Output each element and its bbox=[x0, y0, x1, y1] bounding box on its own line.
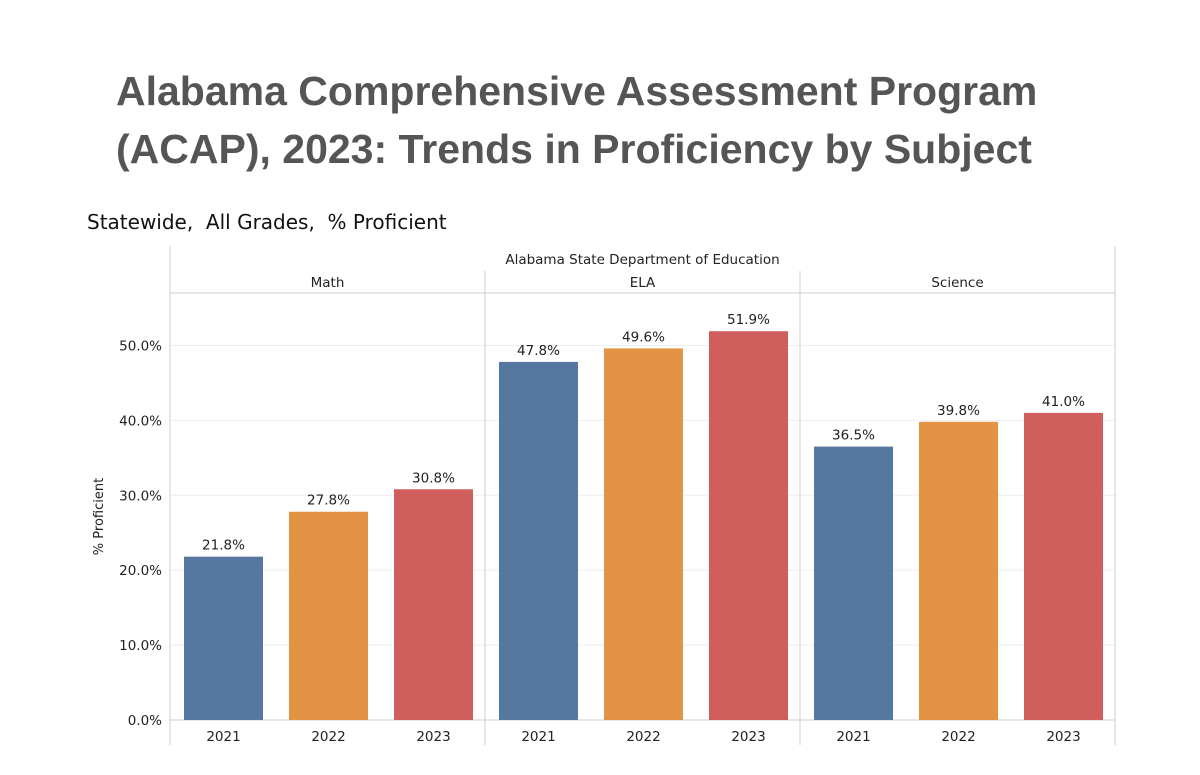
x-tick-label: 2022 bbox=[941, 729, 975, 745]
panel-header-ela: ELA bbox=[630, 275, 656, 291]
panel-header-science: Science bbox=[931, 275, 983, 291]
x-tick-label: 2022 bbox=[311, 729, 345, 745]
x-tick-label: 2021 bbox=[206, 729, 240, 745]
bar-science-2023 bbox=[1024, 412, 1103, 720]
data-label: 30.8% bbox=[412, 470, 455, 486]
page-title-line-1: Alabama Comprehensive Assessment Program bbox=[116, 68, 1038, 114]
bar-math-2023 bbox=[394, 489, 473, 720]
x-tick-label: 2021 bbox=[521, 729, 555, 745]
bar-science-2021 bbox=[814, 446, 893, 720]
x-tick-label: 2023 bbox=[416, 729, 450, 745]
page-title-line-2: (ACAP), 2023: Trends in Proficiency by S… bbox=[116, 126, 1032, 172]
data-label: 49.6% bbox=[622, 329, 665, 345]
data-label: 27.8% bbox=[307, 493, 350, 509]
bar-ela-2021 bbox=[499, 361, 578, 720]
data-label: 36.5% bbox=[832, 428, 875, 444]
bar-science-2022 bbox=[919, 421, 998, 720]
bar-ela-2023 bbox=[709, 331, 788, 720]
y-tick-label: 30.0% bbox=[119, 488, 162, 504]
y-axis-label: % Proficient bbox=[92, 478, 107, 555]
data-label: 21.8% bbox=[202, 538, 245, 554]
y-tick-label: 50.0% bbox=[119, 338, 162, 354]
x-tick-label: 2023 bbox=[731, 729, 765, 745]
bar-math-2022 bbox=[289, 511, 368, 720]
y-tick-label: 10.0% bbox=[119, 638, 162, 654]
x-tick-label: 2023 bbox=[1046, 729, 1080, 745]
data-label: 41.0% bbox=[1042, 394, 1085, 410]
data-label: 47.8% bbox=[517, 343, 560, 359]
chart-title: Alabama State Department of Education bbox=[505, 252, 779, 268]
y-tick-label: 0.0% bbox=[128, 713, 162, 729]
x-tick-label: 2022 bbox=[626, 729, 660, 745]
bar-math-2021 bbox=[184, 556, 263, 720]
y-tick-label: 40.0% bbox=[119, 413, 162, 429]
data-label: 51.9% bbox=[727, 312, 770, 328]
bar-ela-2022 bbox=[604, 348, 683, 720]
data-label: 39.8% bbox=[937, 403, 980, 419]
x-tick-label: 2021 bbox=[836, 729, 870, 745]
page-title: Alabama Comprehensive Assessment Program… bbox=[116, 62, 1116, 178]
y-tick-label: 20.0% bbox=[119, 563, 162, 579]
page-subtitle: Statewide, All Grades, % Proficient bbox=[87, 210, 447, 234]
panel-header-math: Math bbox=[311, 275, 345, 291]
